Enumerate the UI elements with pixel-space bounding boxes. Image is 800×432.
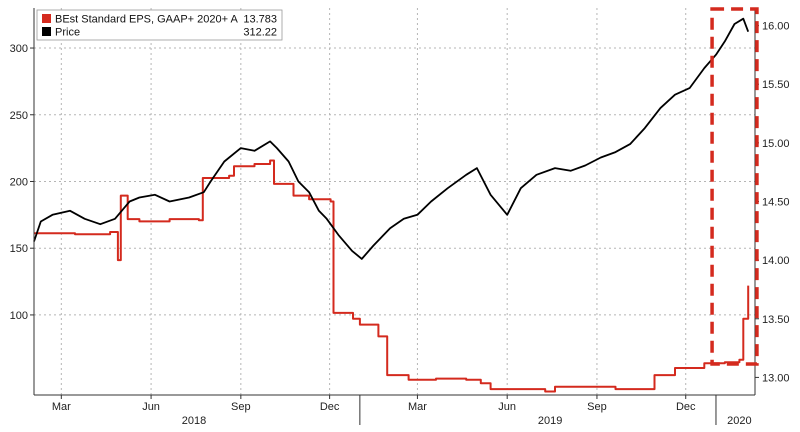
series-layer bbox=[33, 17, 750, 393]
right-tick-label: 15.00 bbox=[762, 138, 790, 150]
x-tick-label: Mar bbox=[408, 401, 427, 413]
x-tick-label: Sep bbox=[587, 401, 607, 413]
legend-entry-value: 13.783 bbox=[243, 14, 277, 26]
eps-series-line bbox=[34, 159, 750, 393]
left-tick-label: 300 bbox=[10, 43, 28, 55]
right-tick-label: 14.50 bbox=[762, 197, 790, 209]
legend-box bbox=[36, 9, 283, 41]
price-series-line bbox=[33, 17, 750, 260]
right-tick-label: 13.00 bbox=[762, 372, 790, 384]
year-label: 2018 bbox=[182, 415, 206, 427]
highlight-dashed-box bbox=[710, 7, 759, 366]
annotations bbox=[710, 7, 759, 366]
x-tick-label: Jun bbox=[498, 401, 516, 413]
legend-swatch bbox=[42, 27, 51, 36]
right-tick-label: 16.00 bbox=[762, 21, 790, 33]
x-tick-label: Sep bbox=[231, 401, 251, 413]
legend-entry-name: Price bbox=[55, 27, 80, 39]
grid bbox=[34, 8, 755, 395]
right-tick-label: 15.50 bbox=[762, 79, 790, 91]
legend: BEst Standard EPS, GAAP+ 2020+ A 13.783 Pr… bbox=[36, 9, 283, 41]
x-tick-label: Jun bbox=[142, 401, 160, 413]
left-tick-label: 250 bbox=[10, 110, 28, 122]
left-tick-label: 200 bbox=[10, 176, 28, 188]
left-tick-label: 100 bbox=[10, 310, 28, 322]
plot-area bbox=[34, 8, 755, 395]
x-tick-label: Dec bbox=[320, 401, 340, 413]
x-tick-label: Mar bbox=[52, 401, 71, 413]
right-tick-label: 13.50 bbox=[762, 314, 790, 326]
axes: 100 150 200 250 300 13.00 13.50 14.00 14.50 15.00… bbox=[10, 8, 790, 427]
x-tick-label: Dec bbox=[676, 401, 696, 413]
right-tick-label: 14.00 bbox=[762, 255, 790, 267]
year-label: 2020 bbox=[727, 415, 751, 427]
year-label: 2019 bbox=[538, 415, 562, 427]
legend-swatch bbox=[42, 14, 51, 23]
legend-entry-value: 312.22 bbox=[243, 27, 277, 39]
legend-entry-name: BEst Standard EPS, GAAP+ 2020+ A bbox=[55, 14, 239, 26]
left-tick-label: 150 bbox=[10, 243, 28, 255]
